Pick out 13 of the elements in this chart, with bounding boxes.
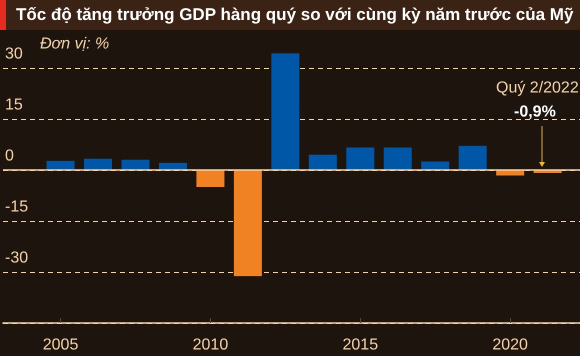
y-tick-label: 30 [5,46,23,62]
y-tick-label: 0 [5,148,14,164]
x-tick-label: 2010 [192,336,228,354]
annotation: Quý 2/2022 [496,80,579,96]
x-tick-label: 2015 [342,336,378,354]
y-axis-title: Đơn vị: % [40,36,110,52]
y-tick-label: -15 [5,198,28,216]
y-tick-label: -30 [5,250,28,266]
chart-title: Tốc độ tăng trưởng GDP hàng quý so với cùng kỳ năm trước của Mỹ [0,0,580,30]
annotation: -0,9% [514,104,556,120]
y-tick-label: 15 [5,96,23,114]
x-tick-label: 2020 [492,336,528,354]
x-tick-label: 2005 [42,336,78,354]
